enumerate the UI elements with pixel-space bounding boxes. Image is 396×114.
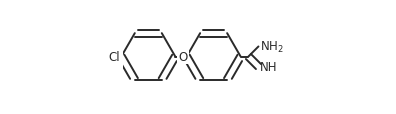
Text: Cl: Cl xyxy=(108,51,120,63)
Text: NH: NH xyxy=(260,61,277,73)
Text: O: O xyxy=(178,51,188,63)
Text: NH$_2$: NH$_2$ xyxy=(260,40,284,54)
